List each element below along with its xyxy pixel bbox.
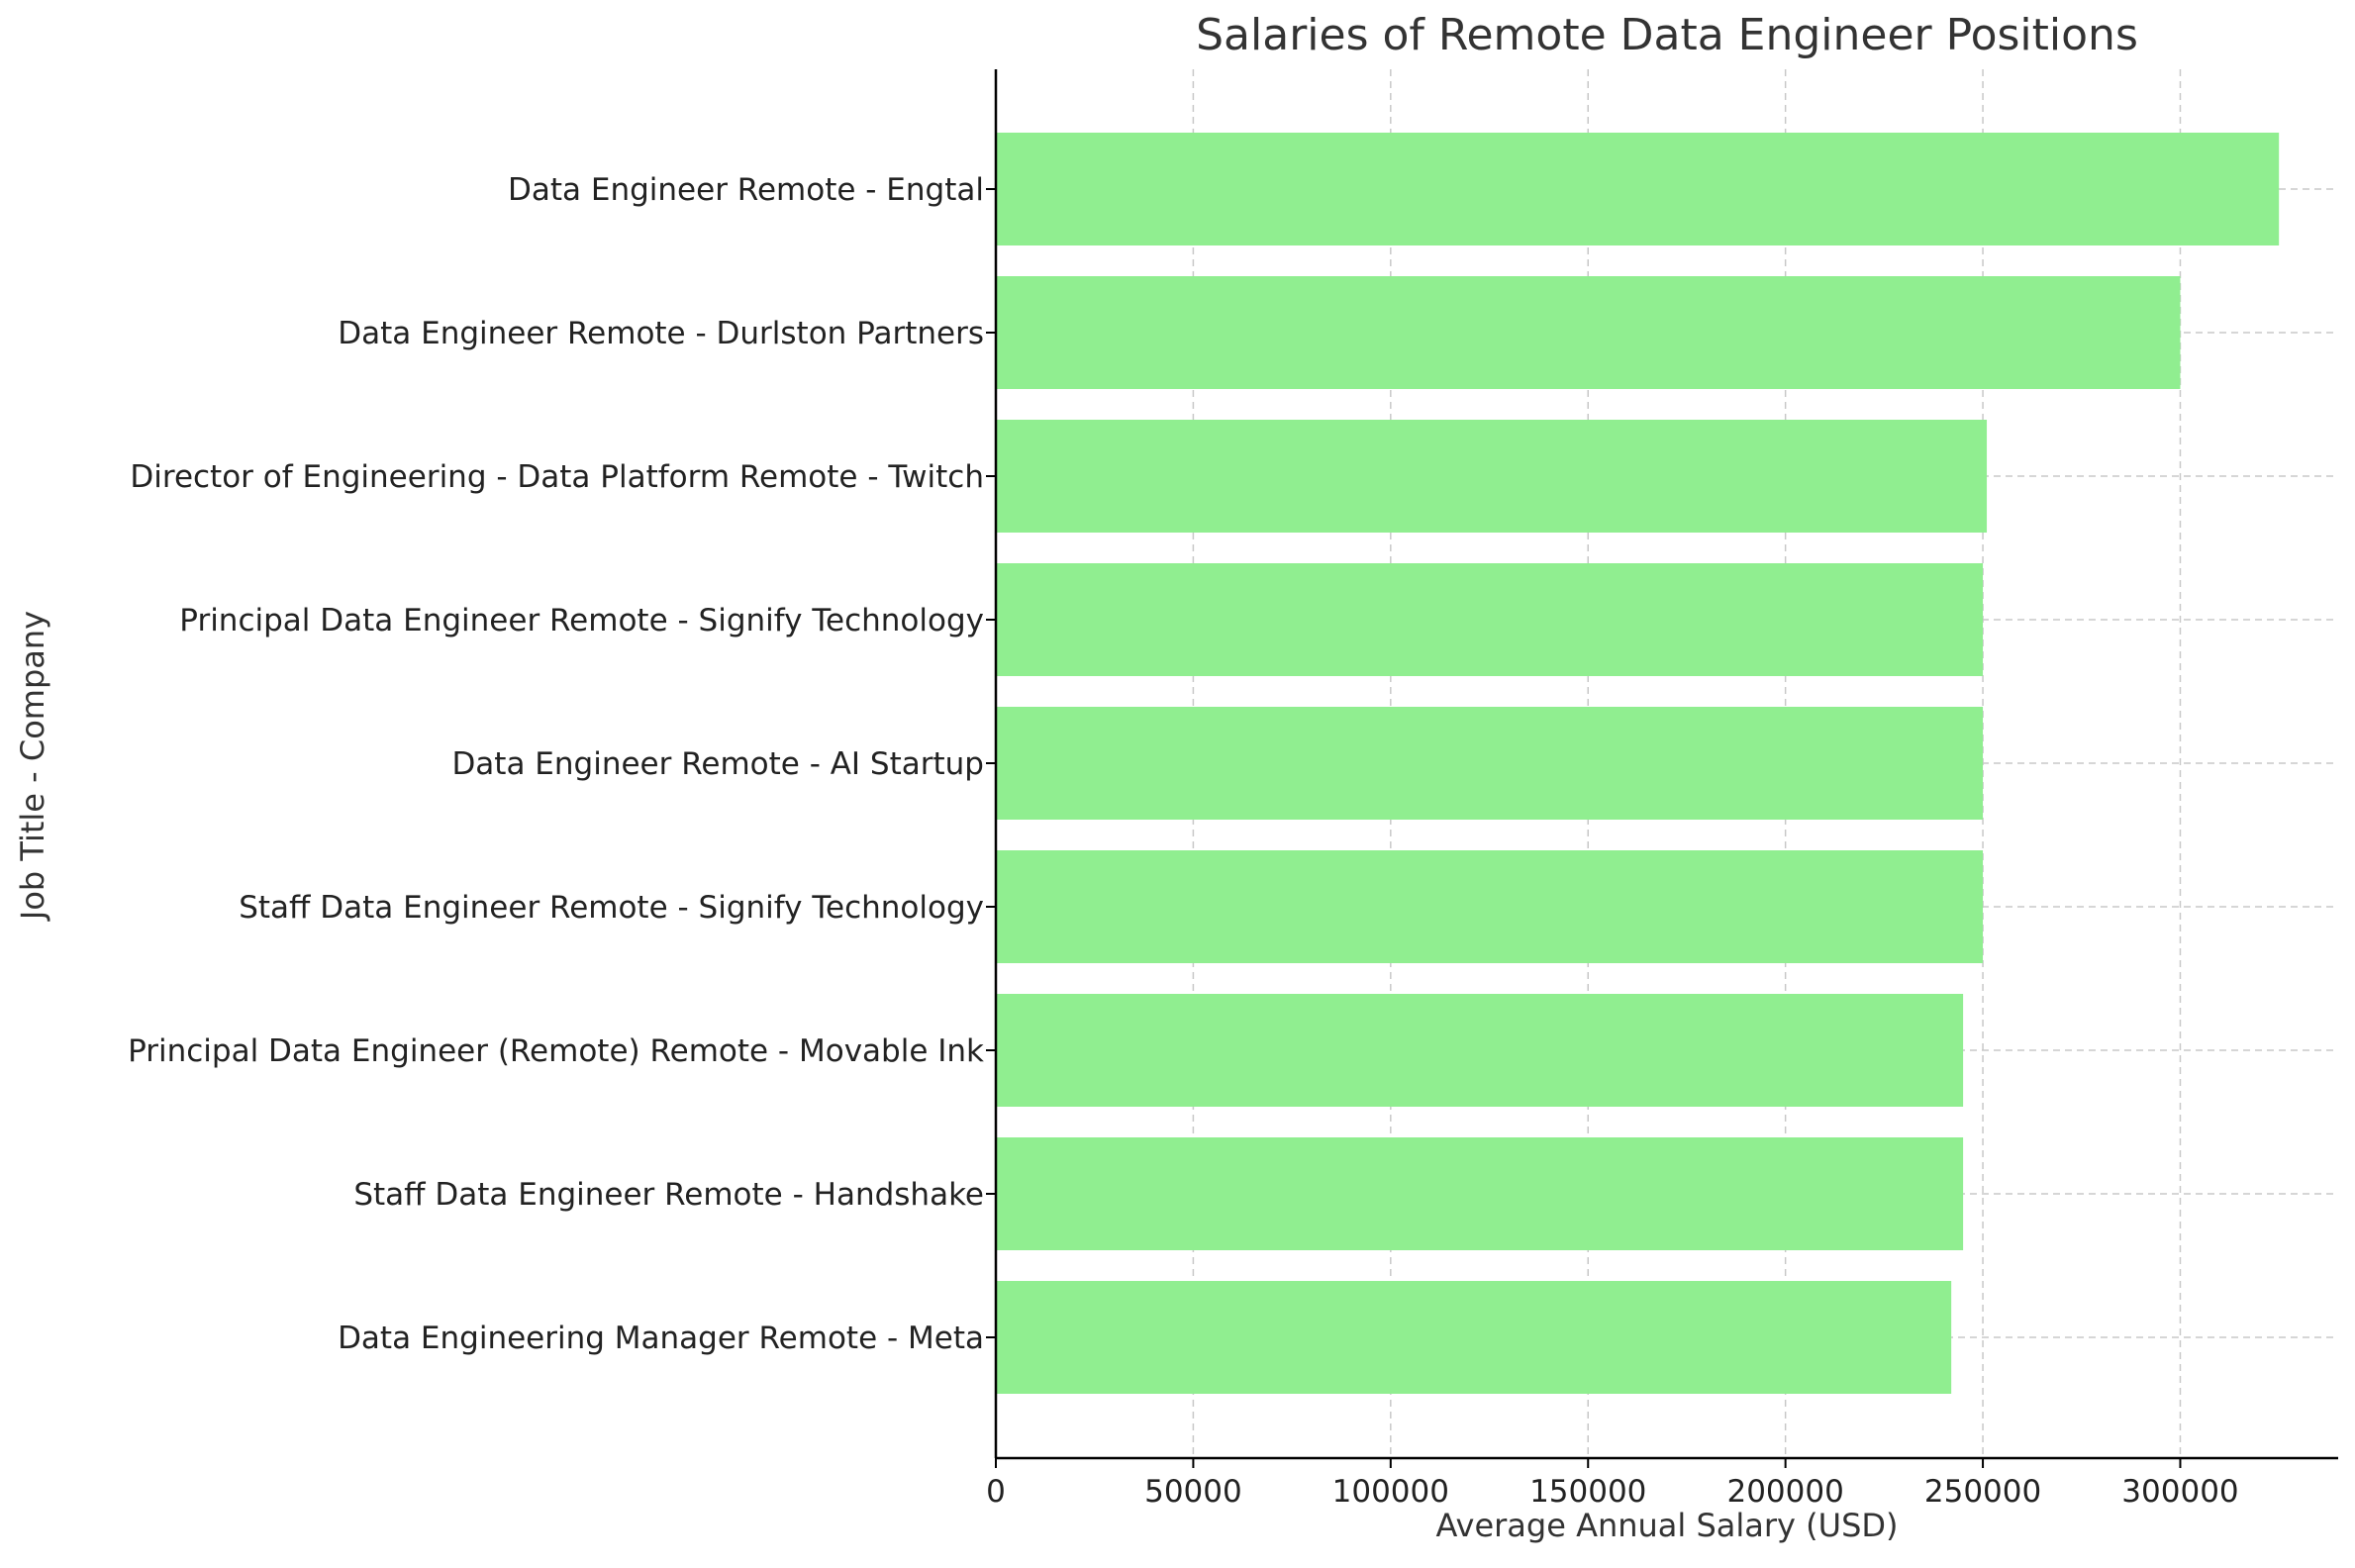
y-tick-label: Data Engineering Manager Remote - Meta: [338, 1321, 984, 1356]
y-tick-label: Principal Data Engineer Remote - Signify…: [179, 603, 984, 638]
y-tick-label: Director of Engineering - Data Platform …: [130, 459, 984, 495]
y-tick-label: Data Engineer Remote - AI Startup: [451, 746, 984, 782]
bar: [996, 1137, 1964, 1250]
bar: [996, 420, 1988, 533]
bar: [996, 1281, 1952, 1394]
bar: [996, 563, 1984, 676]
y-tick-label: Staff Data Engineer Remote - Handshake: [353, 1177, 984, 1213]
x-tick-label: 250000: [1924, 1474, 2041, 1510]
x-tick-label: 50000: [1144, 1474, 1242, 1510]
y-tick-label: Data Engineer Remote - Engtal: [508, 172, 984, 208]
x-tick-label: 300000: [2121, 1474, 2238, 1510]
bar: [996, 133, 2280, 245]
chart-title: Salaries of Remote Data Engineer Positio…: [1196, 10, 2138, 60]
bar: [996, 707, 1984, 820]
y-tick-label: Data Engineer Remote - Durlston Partners: [338, 316, 984, 351]
bar: [996, 276, 2181, 389]
x-tick-label: 200000: [1726, 1474, 1843, 1510]
x-tick-label: 0: [986, 1474, 1006, 1510]
x-tick-label: 100000: [1332, 1474, 1449, 1510]
y-tick-label: Principal Data Engineer (Remote) Remote …: [128, 1033, 984, 1069]
bar: [996, 850, 1984, 963]
bar: [996, 994, 1964, 1107]
x-tick-label: 150000: [1529, 1474, 1646, 1510]
y-axis-label: Job Title - Company: [14, 611, 51, 922]
y-tick-label: Staff Data Engineer Remote - Signify Tec…: [239, 890, 984, 926]
x-axis-label: Average Annual Salary (USD): [1435, 1507, 1898, 1544]
